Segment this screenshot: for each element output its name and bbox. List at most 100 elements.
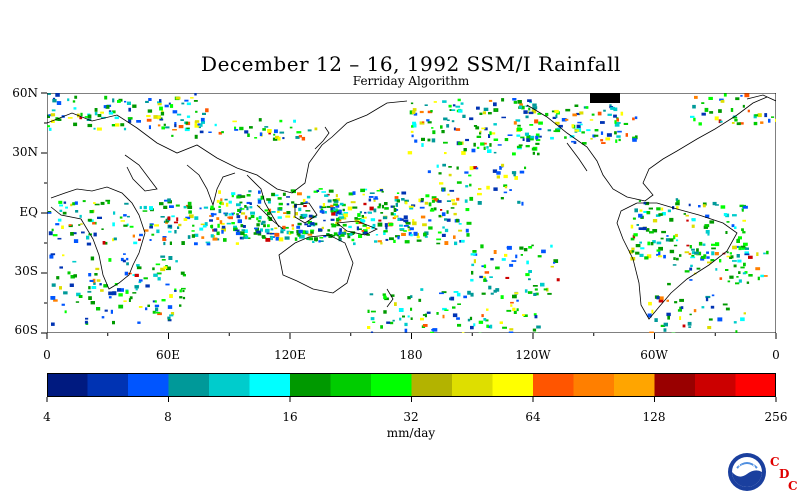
rainfall-cell	[504, 186, 508, 189]
rainfall-cell	[138, 281, 142, 284]
rainfall-cell	[202, 225, 207, 228]
rainfall-cell	[159, 202, 164, 206]
rainfall-cell	[707, 232, 710, 236]
rainfall-cell	[362, 216, 367, 219]
rainfall-cell	[649, 231, 654, 234]
rainfall-cell	[294, 237, 298, 241]
rainfall-cell	[550, 244, 553, 248]
rainfall-cell	[689, 313, 692, 316]
rainfall-cell	[132, 234, 135, 238]
rainfall-cell	[529, 101, 532, 104]
rainfall-cell	[160, 255, 166, 258]
rainfall-cell	[47, 114, 50, 118]
rainfall-cell	[286, 211, 291, 215]
rainfall-cell	[467, 318, 471, 322]
rainfall-cell	[99, 283, 102, 286]
rainfall-cell	[530, 135, 535, 139]
rainfall-cell	[597, 111, 602, 116]
rainfall-cell	[369, 206, 374, 211]
rainfall-cell	[120, 257, 124, 262]
rainfall-cell	[491, 132, 496, 135]
rainfall-cell	[216, 199, 220, 203]
rainfall-cell	[239, 236, 244, 240]
rainfall-cell	[556, 127, 561, 130]
rainfall-cell	[629, 250, 633, 254]
rainfall-cell	[484, 127, 488, 131]
rainfall-cell	[73, 239, 79, 243]
rainfall-cell	[617, 130, 622, 133]
rainfall-cell	[73, 107, 77, 110]
rainfall-cell	[684, 270, 690, 273]
rainfall-cell	[393, 213, 396, 216]
rainfall-cell	[299, 216, 304, 219]
rainfall-cell	[246, 201, 251, 204]
rainfall-cell	[650, 242, 654, 246]
rainfall-cell	[524, 289, 528, 293]
rainfall-cell	[296, 231, 301, 236]
rainfall-cell	[70, 203, 73, 207]
rainfall-cell	[519, 246, 524, 250]
rainfall-cell	[163, 205, 168, 209]
rainfall-cell	[323, 219, 326, 222]
colorbar-swatch	[209, 373, 250, 397]
rainfall-cell	[225, 202, 229, 207]
rainfall-cell	[727, 280, 731, 283]
rainfall-cell	[56, 101, 62, 105]
rainfall-cell	[600, 131, 604, 135]
rainfall-cell	[607, 113, 612, 116]
rainfall-cell	[616, 122, 621, 124]
rainfall-cell	[424, 104, 428, 106]
rainfall-cell	[577, 121, 582, 124]
rainfall-cell	[441, 233, 446, 237]
rainfall-cell	[690, 256, 696, 259]
rainfall-cell	[537, 255, 542, 258]
lon-label-120e: 120E	[274, 348, 306, 362]
rainfall-cell	[143, 277, 148, 280]
rainfall-cell	[200, 223, 205, 226]
rainfall-cell	[266, 198, 271, 201]
rainfall-cell	[416, 239, 422, 242]
rainfall-cell	[457, 98, 461, 102]
rainfall-cell	[693, 117, 696, 122]
rainfall-cell	[634, 208, 638, 213]
rainfall-cell	[651, 309, 654, 314]
rainfall-cell	[419, 206, 425, 209]
rainfall-cell	[754, 114, 759, 117]
rainfall-cell	[711, 251, 715, 256]
rainfall-cell	[553, 130, 558, 132]
rainfall-cell	[646, 254, 652, 259]
rainfall-cell	[456, 292, 461, 297]
rainfall-cell	[462, 114, 466, 118]
rainfall-cell	[212, 237, 218, 241]
rainfall-cell	[422, 223, 427, 227]
rainfall-cell	[404, 322, 408, 327]
rainfall-cell	[277, 136, 281, 141]
rainfall-cell	[165, 126, 170, 129]
rainfall-cell	[479, 130, 482, 133]
rainfall-cell	[69, 283, 74, 287]
rainfall-cell	[648, 207, 653, 210]
colorbar-swatch	[452, 373, 493, 397]
rainfall-cell	[178, 223, 182, 227]
rainfall-cell	[423, 232, 427, 237]
rainfall-cell	[550, 136, 554, 140]
rainfall-cell	[149, 224, 153, 227]
rainfall-cell	[506, 309, 512, 312]
rainfall-cell	[489, 276, 493, 278]
rainfall-cell	[439, 292, 444, 295]
rainfall-cell	[444, 218, 448, 221]
rainfall-cell	[159, 106, 163, 111]
rainfall-cell	[260, 195, 265, 200]
rainfall-cell	[673, 235, 676, 240]
rainfall-cell	[581, 142, 587, 145]
rainfall-cell	[760, 274, 764, 278]
rainfall-cell	[464, 199, 468, 203]
rainfall-cell	[411, 204, 416, 207]
rainfall-cell	[523, 314, 528, 317]
rainfall-cell	[132, 104, 137, 108]
rainfall-cell	[125, 290, 129, 294]
rainfall-cell	[180, 271, 185, 275]
rainfall-cell	[310, 222, 315, 226]
rainfall-cell	[350, 231, 356, 235]
rainfall-cell	[468, 174, 472, 177]
